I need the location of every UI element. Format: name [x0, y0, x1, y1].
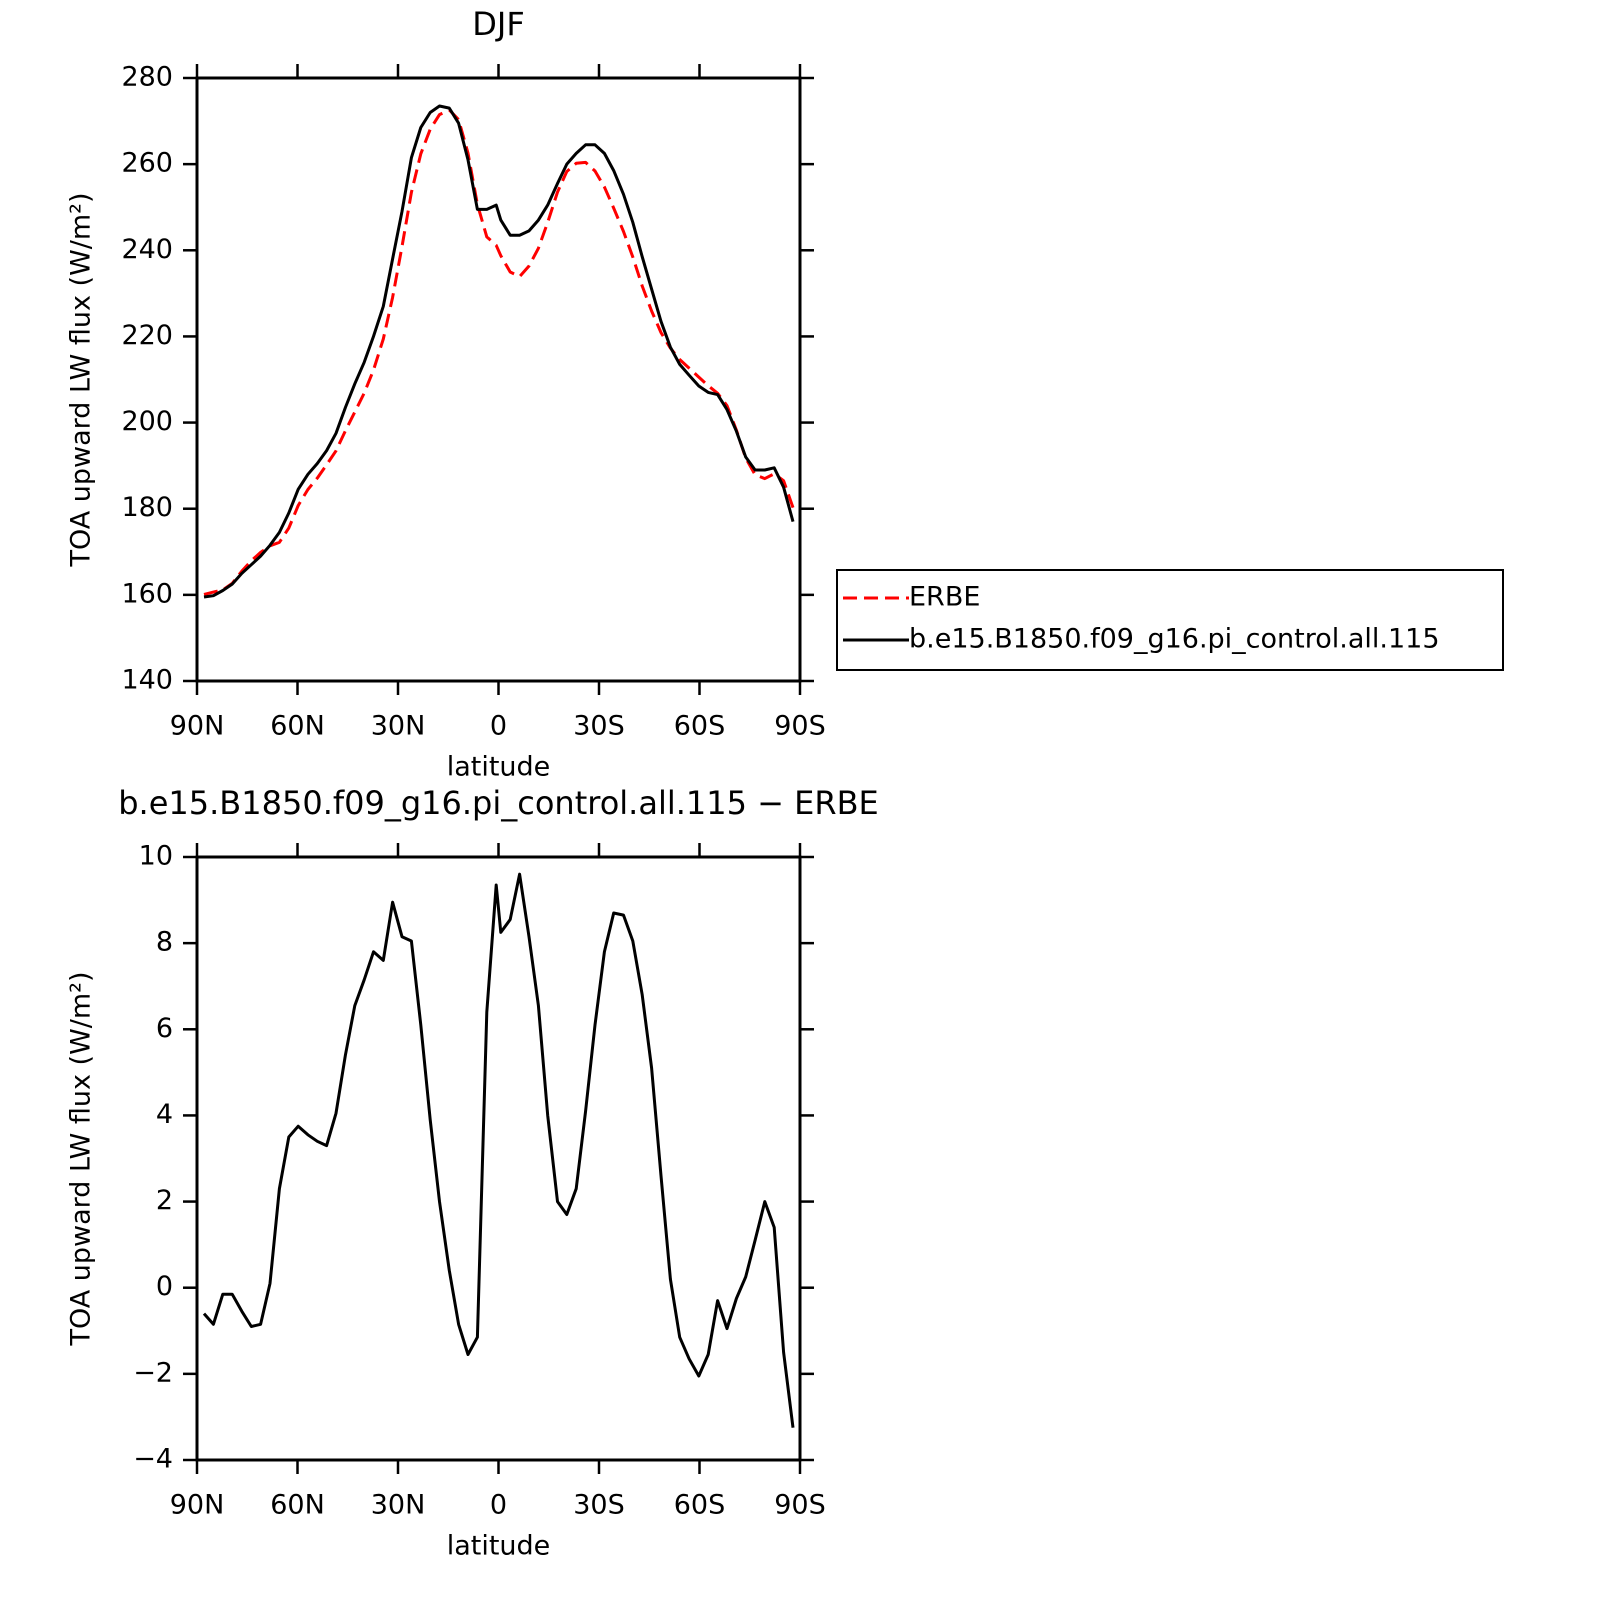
x-tick-label: 0 [490, 711, 507, 742]
x-axis-label: latitude [447, 752, 551, 783]
x-tick-label: 90N [170, 1490, 225, 1521]
y-axis-label: TOA upward LW flux (W/m²) [66, 971, 97, 1346]
x-tick-label: 60S [674, 711, 726, 742]
x-tick-label: 30N [371, 711, 426, 742]
y-tick-label: 240 [121, 234, 173, 265]
x-axis-label: latitude [447, 1531, 551, 1562]
y-tick-label: −2 [133, 1357, 173, 1388]
x-tick-label: 60S [674, 1490, 726, 1521]
y-tick-label: 280 [121, 62, 173, 93]
y-tick-label: 160 [121, 578, 173, 609]
y-tick-label: 0 [156, 1271, 173, 1302]
x-tick-label: 30N [371, 1490, 426, 1521]
legend-label: b.e15.B1850.f09_g16.pi_control.all.115 [909, 624, 1440, 655]
chart-title: b.e15.B1850.f09_g16.pi_control.all.115 −… [118, 784, 879, 822]
y-axis-label: TOA upward LW flux (W/m²) [66, 192, 97, 567]
y-tick-label: 220 [121, 320, 173, 351]
y-tick-label: 6 [156, 1013, 173, 1044]
x-tick-label: 30S [573, 711, 625, 742]
x-tick-label: 30S [573, 1490, 625, 1521]
y-tick-label: −4 [133, 1444, 173, 1475]
x-tick-label: 90S [774, 1490, 826, 1521]
legend-label: ERBE [909, 582, 980, 613]
y-tick-label: 180 [121, 492, 173, 523]
x-tick-label: 90N [170, 711, 225, 742]
x-tick-label: 0 [490, 1490, 507, 1521]
y-tick-label: 8 [156, 927, 173, 958]
data-line [203, 108, 795, 596]
plot-frame [195, 76, 802, 683]
y-tick-label: 140 [121, 665, 173, 696]
x-tick-label: 60N [270, 1490, 325, 1521]
y-tick-label: 200 [121, 406, 173, 437]
plot-frame [195, 855, 802, 1462]
y-tick-label: 2 [156, 1185, 173, 1216]
chart-title: DJF [472, 5, 524, 43]
x-tick-label: 60N [270, 711, 325, 742]
x-tick-label: 90S [774, 711, 826, 742]
data-line [203, 104, 795, 599]
y-tick-label: 260 [121, 148, 173, 179]
y-tick-label: 4 [156, 1099, 173, 1130]
legend-box [836, 569, 1504, 671]
y-tick-label: 10 [139, 841, 173, 872]
data-line [202, 872, 795, 1428]
